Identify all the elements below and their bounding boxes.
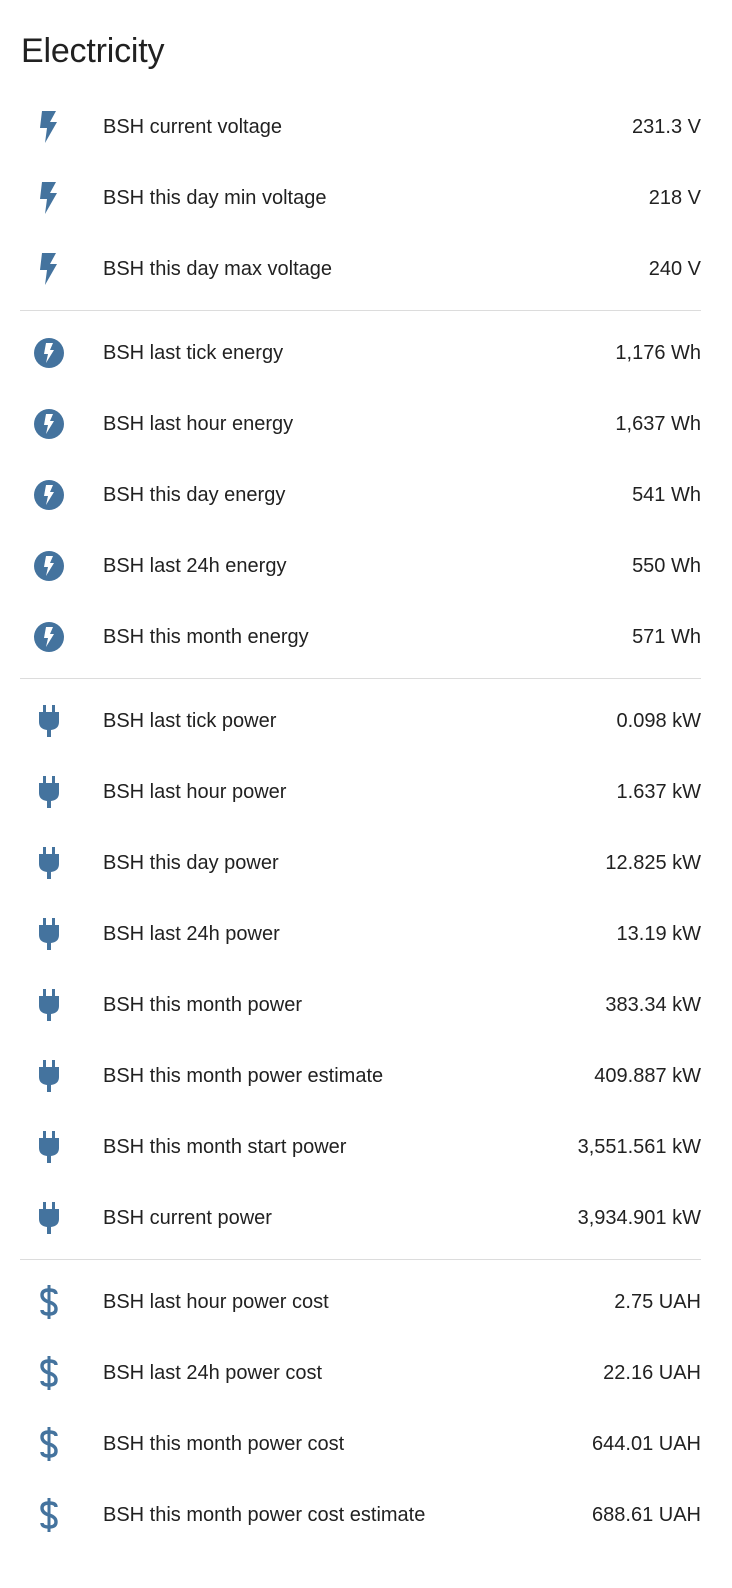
entity-name: BSH last hour energy bbox=[103, 412, 294, 435]
entity-name: BSH this month power cost estimate bbox=[103, 1503, 426, 1526]
entity-row[interactable]: BSH this day power 12.825 kW bbox=[20, 827, 701, 898]
power-plug-icon bbox=[20, 1182, 78, 1253]
flash-circle-icon bbox=[20, 388, 78, 459]
power-plug-icon bbox=[20, 827, 78, 898]
entity-name: BSH last hour power bbox=[103, 780, 287, 803]
power-plug-icon bbox=[20, 756, 78, 827]
currency-usd-icon bbox=[20, 1479, 78, 1550]
currency-usd-icon bbox=[20, 1266, 78, 1337]
entity-state: 409.887 kW bbox=[594, 1064, 701, 1087]
divider bbox=[20, 1259, 701, 1260]
power-group: BSH last tick power 0.098 kW BSH last ho… bbox=[20, 685, 701, 1253]
entity-name: BSH last tick power bbox=[103, 709, 277, 732]
power-plug-icon bbox=[20, 1040, 78, 1111]
entity-name: BSH this day max voltage bbox=[103, 257, 332, 280]
card-title: Electricity bbox=[21, 32, 165, 70]
entity-row[interactable]: BSH last hour energy 1,637 Wh bbox=[20, 388, 701, 459]
divider bbox=[20, 678, 701, 679]
entity-state: 550 Wh bbox=[632, 554, 701, 577]
entity-state: 3,934.901 kW bbox=[577, 1206, 701, 1229]
entity-row[interactable]: BSH this month power cost estimate 688.6… bbox=[20, 1479, 701, 1550]
entity-state: 0.098 kW bbox=[616, 709, 701, 732]
flash-circle-icon bbox=[20, 317, 78, 388]
entity-name: BSH this month power estimate bbox=[103, 1064, 384, 1087]
entity-row[interactable]: BSH this day energy 541 Wh bbox=[20, 459, 701, 530]
entity-state: 22.16 UAH bbox=[603, 1361, 701, 1384]
entity-name: BSH this month power bbox=[103, 993, 302, 1016]
entity-row[interactable]: BSH last hour power cost 2.75 UAH bbox=[20, 1266, 701, 1337]
entity-state: 231.3 V bbox=[632, 115, 701, 138]
entity-row[interactable]: BSH last 24h energy 550 Wh bbox=[20, 530, 701, 601]
power-plug-icon bbox=[20, 685, 78, 756]
entity-name: BSH this month start power bbox=[103, 1135, 347, 1158]
cost-group: BSH last hour power cost 2.75 UAH BSH la… bbox=[20, 1266, 701, 1550]
entity-row[interactable]: BSH this month power cost 644.01 UAH bbox=[20, 1408, 701, 1479]
entity-name: BSH this month power cost bbox=[103, 1432, 345, 1455]
entity-row[interactable]: BSH last 24h power cost 22.16 UAH bbox=[20, 1337, 701, 1408]
voltage-group: BSH current voltage 231.3 V BSH this day… bbox=[20, 91, 701, 304]
entity-state: 1,637 Wh bbox=[615, 412, 701, 435]
flash-icon bbox=[20, 91, 78, 162]
entity-state: 571 Wh bbox=[632, 625, 701, 648]
currency-usd-icon bbox=[20, 1337, 78, 1408]
entity-row[interactable]: BSH current power 3,934.901 kW bbox=[20, 1182, 701, 1253]
entity-state: 240 V bbox=[648, 257, 701, 280]
currency-usd-icon bbox=[20, 1408, 78, 1479]
flash-icon bbox=[20, 233, 78, 304]
entity-name: BSH last hour power cost bbox=[103, 1290, 329, 1313]
entity-row[interactable]: BSH this day max voltage 240 V bbox=[20, 233, 701, 304]
entity-row[interactable]: BSH this month power estimate 409.887 kW bbox=[20, 1040, 701, 1111]
flash-circle-icon bbox=[20, 459, 78, 530]
flash-circle-icon bbox=[20, 601, 78, 672]
entities-card: Electricity BSH current voltage 231.3 V … bbox=[20, 32, 701, 1550]
entity-state: 1.637 kW bbox=[616, 780, 701, 803]
entity-row[interactable]: BSH this month start power 3,551.561 kW bbox=[20, 1111, 701, 1182]
entity-state: 218 V bbox=[648, 186, 701, 209]
entity-row[interactable]: BSH last tick energy 1,176 Wh bbox=[20, 317, 701, 388]
entity-name: BSH this day power bbox=[103, 851, 279, 874]
entity-row[interactable]: BSH this day min voltage 218 V bbox=[20, 162, 701, 233]
entity-row[interactable]: BSH current voltage 231.3 V bbox=[20, 91, 701, 162]
entity-name: BSH current power bbox=[103, 1206, 272, 1229]
flash-icon bbox=[20, 162, 78, 233]
entity-state: 541 Wh bbox=[632, 483, 701, 506]
power-plug-icon bbox=[20, 898, 78, 969]
divider bbox=[20, 310, 701, 311]
entity-row[interactable]: BSH this month energy 571 Wh bbox=[20, 601, 701, 672]
power-plug-icon bbox=[20, 969, 78, 1040]
entity-name: BSH this day min voltage bbox=[103, 186, 327, 209]
entity-name: BSH this month energy bbox=[103, 625, 309, 648]
entity-state: 12.825 kW bbox=[605, 851, 701, 874]
entity-name: BSH last tick energy bbox=[103, 341, 284, 364]
entity-name: BSH last 24h power cost bbox=[103, 1361, 322, 1384]
entity-state: 2.75 UAH bbox=[614, 1290, 701, 1313]
power-plug-icon bbox=[20, 1111, 78, 1182]
entity-row[interactable]: BSH last 24h power 13.19 kW bbox=[20, 898, 701, 969]
entity-row[interactable]: BSH last hour power 1.637 kW bbox=[20, 756, 701, 827]
entity-name: BSH this day energy bbox=[103, 483, 286, 506]
entity-row[interactable]: BSH this month power 383.34 kW bbox=[20, 969, 701, 1040]
energy-group: BSH last tick energy 1,176 Wh BSH last h… bbox=[20, 317, 701, 672]
entity-state: 383.34 kW bbox=[605, 993, 701, 1016]
entity-name: BSH last 24h energy bbox=[103, 554, 287, 577]
entity-state: 3,551.561 kW bbox=[577, 1135, 701, 1158]
entity-row[interactable]: BSH last tick power 0.098 kW bbox=[20, 685, 701, 756]
entity-name: BSH current voltage bbox=[103, 115, 282, 138]
flash-circle-icon bbox=[20, 530, 78, 601]
entity-state: 13.19 kW bbox=[616, 922, 701, 945]
entity-state: 1,176 Wh bbox=[615, 341, 701, 364]
entity-name: BSH last 24h power bbox=[103, 922, 280, 945]
entity-state: 688.61 UAH bbox=[592, 1503, 701, 1526]
entity-state: 644.01 UAH bbox=[592, 1432, 701, 1455]
